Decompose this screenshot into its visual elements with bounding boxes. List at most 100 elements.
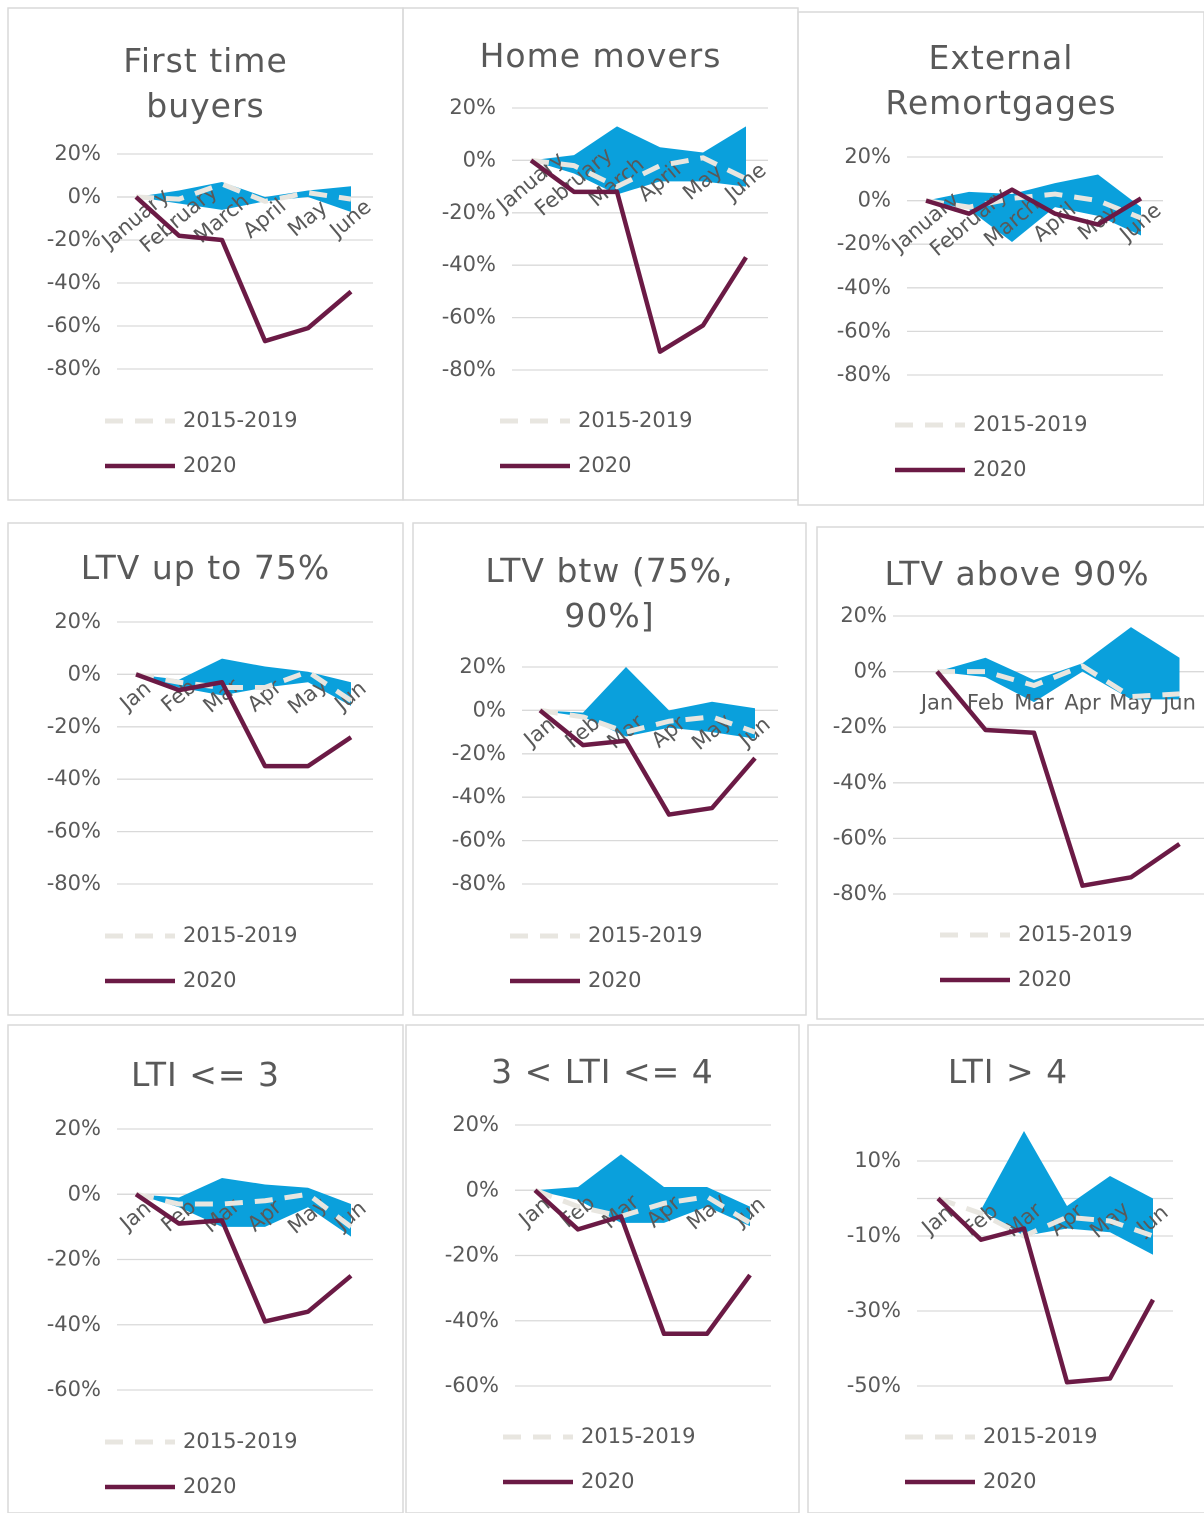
x-tick-label: Mar bbox=[1014, 691, 1054, 715]
series-line bbox=[925, 191, 1142, 221]
y-tick-label: 20% bbox=[449, 95, 496, 119]
range-band bbox=[926, 174, 1141, 243]
chart-title: LTI > 4 bbox=[947, 1052, 1069, 1091]
y-tick-label: -40% bbox=[445, 1308, 499, 1332]
y-tick-label: 20% bbox=[452, 1112, 499, 1136]
panel-border bbox=[412, 522, 807, 1016]
legend-label: 2020 bbox=[1018, 967, 1071, 991]
y-tick-label: -60% bbox=[47, 313, 101, 337]
y-tick-label: 10% bbox=[854, 1148, 901, 1172]
y-tick-label: -40% bbox=[47, 1312, 101, 1336]
y-tick-label: -20% bbox=[837, 231, 891, 255]
x-tick-label: Jan bbox=[513, 1192, 555, 1232]
legend-label: 2020 bbox=[183, 1474, 236, 1498]
legend-label: 2015-2019 bbox=[183, 923, 297, 947]
y-tick-label: -60% bbox=[442, 305, 496, 329]
series-line bbox=[936, 1196, 1155, 1385]
x-tick-label: Jan bbox=[114, 676, 156, 716]
range-band bbox=[540, 667, 755, 739]
y-tick-label: -20% bbox=[47, 1247, 101, 1271]
y-tick-label: -60% bbox=[837, 318, 891, 342]
y-tick-label: 0% bbox=[854, 659, 887, 683]
y-tick-label: 0% bbox=[463, 147, 496, 171]
series-line bbox=[534, 1187, 752, 1226]
series-line bbox=[135, 672, 353, 769]
x-tick-label: Jun bbox=[728, 1192, 770, 1233]
y-tick-label: -40% bbox=[452, 784, 506, 808]
y-tick-label: -60% bbox=[833, 825, 887, 849]
chart-title: 3 < LTI <= 4 bbox=[491, 1052, 714, 1091]
legend-label: 2015-2019 bbox=[581, 1424, 695, 1448]
x-tick-label: Apr bbox=[1064, 691, 1101, 715]
series-line bbox=[135, 181, 352, 204]
legend-label: 2015-2019 bbox=[983, 1424, 1097, 1448]
y-tick-label: 20% bbox=[54, 141, 101, 165]
chart-title: Home movers bbox=[479, 36, 722, 75]
legend-label: 2015-2019 bbox=[973, 412, 1087, 436]
y-tick-label: -20% bbox=[442, 200, 496, 224]
series-line bbox=[935, 670, 1181, 888]
legend-label: 2020 bbox=[183, 453, 236, 477]
series-line bbox=[538, 708, 757, 817]
y-tick-label: -40% bbox=[837, 275, 891, 299]
legend-label: 2020 bbox=[578, 453, 631, 477]
y-tick-label: 20% bbox=[459, 654, 506, 678]
y-tick-label: -40% bbox=[442, 252, 496, 276]
range-band bbox=[136, 181, 351, 213]
y-tick-label: -60% bbox=[47, 819, 101, 843]
series-line bbox=[937, 663, 1180, 700]
x-tick-label: Jan bbox=[916, 1200, 958, 1240]
y-tick-label: -40% bbox=[833, 770, 887, 794]
y-tick-label: -80% bbox=[442, 357, 496, 381]
y-tick-label: -10% bbox=[847, 1223, 901, 1247]
y-tick-label: -80% bbox=[452, 871, 506, 895]
legend-label: 2020 bbox=[581, 1469, 634, 1493]
chart-title: LTI <= 3 bbox=[130, 1055, 280, 1094]
legend-label: 2020 bbox=[983, 1469, 1036, 1493]
panel-border bbox=[405, 1024, 800, 1513]
panel-border bbox=[816, 526, 1204, 1020]
x-tick-label: Jan bbox=[919, 691, 953, 715]
x-tick-label: Feb bbox=[967, 691, 1004, 715]
y-tick-label: 0% bbox=[473, 697, 506, 721]
chart-title: External Remortgages bbox=[885, 38, 1117, 122]
series-line bbox=[533, 1188, 752, 1337]
range-band bbox=[535, 1154, 750, 1227]
y-tick-label: -50% bbox=[847, 1373, 901, 1397]
panel-border bbox=[807, 1024, 1204, 1513]
y-tick-label: -40% bbox=[47, 766, 101, 790]
x-tick-label: Jan bbox=[518, 712, 560, 752]
chart-title: LTV btw (75%, 90%] bbox=[485, 551, 734, 635]
y-tick-label: 20% bbox=[54, 609, 101, 633]
panel-border bbox=[7, 1024, 404, 1513]
y-tick-label: 0% bbox=[68, 661, 101, 685]
panel-border bbox=[797, 11, 1204, 506]
range-band bbox=[937, 627, 1180, 703]
legend-label: 2015-2019 bbox=[183, 408, 297, 432]
range-band bbox=[938, 1131, 1153, 1255]
y-tick-label: -20% bbox=[47, 227, 101, 251]
range-band bbox=[136, 1177, 351, 1237]
chart-title: First time buyers bbox=[123, 41, 288, 125]
panel-border bbox=[7, 522, 404, 1016]
y-tick-label: 20% bbox=[840, 603, 887, 627]
series-line bbox=[134, 1192, 353, 1324]
range-band bbox=[136, 658, 351, 706]
y-tick-label: -60% bbox=[445, 1373, 499, 1397]
y-tick-label: -60% bbox=[452, 828, 506, 852]
series-line bbox=[135, 1191, 353, 1229]
series-line bbox=[135, 669, 353, 703]
y-tick-label: 20% bbox=[844, 144, 891, 168]
series-line bbox=[539, 707, 756, 735]
y-tick-label: -80% bbox=[833, 881, 887, 905]
legend-label: 2015-2019 bbox=[578, 408, 692, 432]
y-tick-label: -20% bbox=[47, 714, 101, 738]
y-tick-label: 0% bbox=[68, 184, 101, 208]
y-tick-label: -40% bbox=[47, 270, 101, 294]
y-tick-label: 0% bbox=[858, 188, 891, 212]
y-tick-label: 0% bbox=[68, 1181, 101, 1205]
legend-label: 2015-2019 bbox=[588, 923, 702, 947]
legend-label: 2020 bbox=[973, 457, 1026, 481]
series-line bbox=[134, 195, 353, 344]
series-line bbox=[530, 155, 748, 190]
